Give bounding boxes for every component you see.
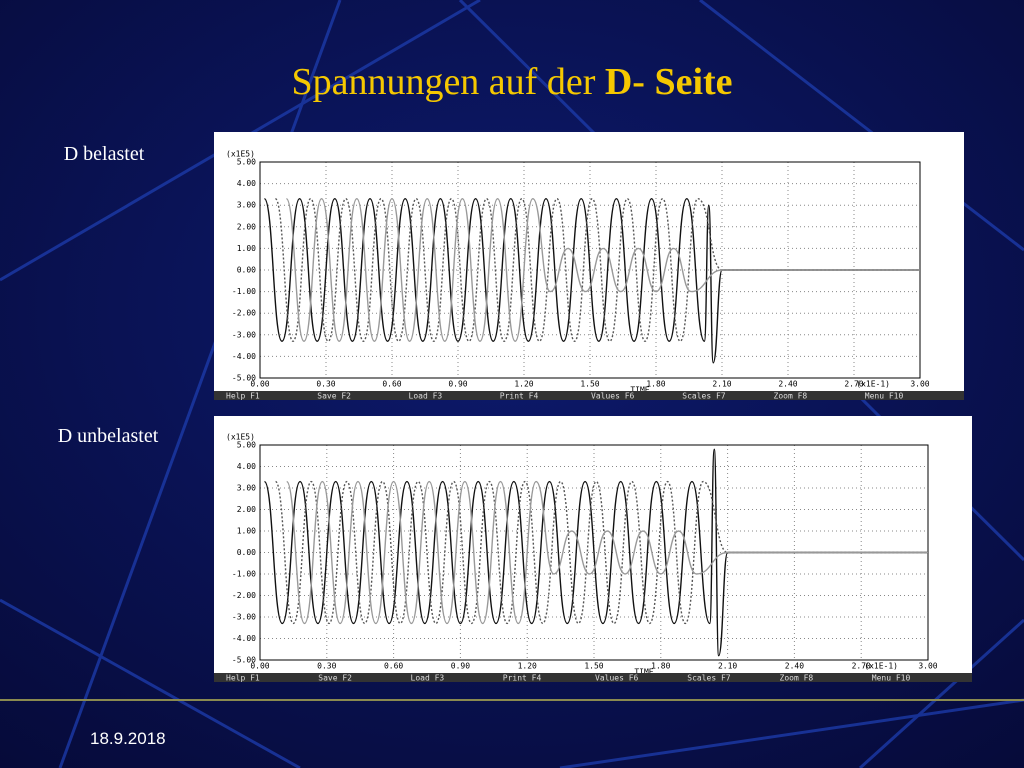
charts: D belastet 5.00 4.00 3.00 2.00 1.00 0.00 -1.00 -… xyxy=(58,132,972,683)
menu-item: Print F4 xyxy=(503,674,542,683)
menu-item: Scales F7 xyxy=(687,674,731,683)
menu-item: Save F2 xyxy=(317,392,351,401)
x-axis-label: TIME xyxy=(630,386,649,395)
series-line xyxy=(274,480,928,625)
y-tick-label: 4.00 xyxy=(237,462,256,471)
chart-title: D unbelastet xyxy=(58,425,159,447)
chart: 5.00 4.00 3.00 2.00 1.00 0.00 -1.00 -2.00 -3.00 -… xyxy=(214,132,964,401)
y-tick-label: -4.00 xyxy=(232,352,256,361)
x-tick-label: 0.30 xyxy=(316,380,335,389)
y-tick-label: -2.00 xyxy=(232,309,256,318)
x-tick-label: 2.10 xyxy=(718,662,737,671)
series-line xyxy=(263,448,928,657)
x-tick-label: 0.30 xyxy=(317,662,336,671)
menu-item: Load F3 xyxy=(409,392,443,401)
x-tick-label: 0.00 xyxy=(250,662,269,671)
y-tick-label: -3.00 xyxy=(232,613,256,622)
y-tick-label: 4.00 xyxy=(237,179,256,188)
menu-item: Zoom F8 xyxy=(774,392,808,401)
y-tick-label: -5.00 xyxy=(232,656,256,665)
x-tick-label: 0.60 xyxy=(384,662,403,671)
chart-title: D belastet xyxy=(64,143,145,165)
x-unit: (x1E-1) xyxy=(856,380,890,389)
chart-frame xyxy=(214,416,972,682)
chart: 5.00 4.00 3.00 2.00 1.00 0.00 -1.00 -2.00 -3.00 -… xyxy=(214,416,972,683)
menu-item: Zoom F8 xyxy=(780,674,814,683)
y-tick-label: 1.00 xyxy=(237,527,256,536)
menu-item: Save F2 xyxy=(318,674,352,683)
series-line xyxy=(285,198,920,342)
y-tick-label: 1.00 xyxy=(237,244,256,253)
x-tick-label: 0.00 xyxy=(250,380,269,389)
series-line xyxy=(274,198,920,342)
x-tick-label: 3.00 xyxy=(910,380,929,389)
y-tick-label: 5.00 xyxy=(237,158,256,167)
menu-item: Values F6 xyxy=(595,674,639,683)
menu-item: Help F1 xyxy=(226,392,260,401)
x-tick-label: 1.20 xyxy=(518,662,537,671)
y-tick-label: -3.00 xyxy=(232,330,256,339)
y-tick-label: 0.00 xyxy=(237,266,256,275)
y-unit: (x1E5) xyxy=(226,150,255,159)
x-tick-label: 1.50 xyxy=(584,662,603,671)
menu-item: Menu F10 xyxy=(865,392,904,401)
slide-title: Spannungen auf der D- Seite xyxy=(291,61,732,103)
x-tick-label: 0.60 xyxy=(382,380,401,389)
series-line xyxy=(286,480,928,625)
chart-frame xyxy=(214,132,964,400)
x-tick-label: 1.20 xyxy=(514,380,533,389)
y-tick-label: -1.00 xyxy=(232,287,256,296)
menu-bar xyxy=(214,673,972,682)
x-tick-label: 0.90 xyxy=(448,380,467,389)
x-tick-label: 2.40 xyxy=(785,662,804,671)
x-tick-label: 0.90 xyxy=(451,662,470,671)
y-tick-label: -5.00 xyxy=(232,374,256,383)
y-tick-label: 5.00 xyxy=(237,441,256,450)
x-tick-label: 3.00 xyxy=(918,662,937,671)
x-tick-label: 2.70 xyxy=(852,662,871,671)
y-unit: (x1E5) xyxy=(226,433,255,442)
y-tick-label: -4.00 xyxy=(232,634,256,643)
y-tick-label: 3.00 xyxy=(237,484,256,493)
x-axis-label: TIME xyxy=(634,668,653,677)
x-tick-label: 2.70 xyxy=(844,380,863,389)
y-tick-label: -1.00 xyxy=(232,570,256,579)
y-tick-label: 2.00 xyxy=(237,222,256,231)
x-tick-label: 2.40 xyxy=(778,380,797,389)
title-regular: Spannungen auf der xyxy=(291,61,595,103)
title-bold: D- Seite xyxy=(605,61,733,103)
menu-item: Print F4 xyxy=(500,392,539,401)
x-unit: (x1E-1) xyxy=(864,662,898,671)
date: 18.9.2018 xyxy=(90,729,166,748)
menu-item: Scales F7 xyxy=(682,392,726,401)
x-tick-label: 2.10 xyxy=(712,380,731,389)
menu-item: Help F1 xyxy=(226,674,260,683)
x-tick-label: 1.80 xyxy=(646,380,665,389)
y-tick-label: 0.00 xyxy=(237,548,256,557)
x-tick-label: 1.80 xyxy=(651,662,670,671)
menu-item: Menu F10 xyxy=(872,674,911,683)
y-tick-label: 3.00 xyxy=(237,201,256,210)
menu-bar xyxy=(214,391,964,400)
y-tick-label: -2.00 xyxy=(232,591,256,600)
menu-item: Load F3 xyxy=(411,674,445,683)
series-line xyxy=(263,198,920,364)
y-tick-label: 2.00 xyxy=(237,505,256,514)
menu-item: Values F6 xyxy=(591,392,635,401)
x-tick-label: 1.50 xyxy=(580,380,599,389)
